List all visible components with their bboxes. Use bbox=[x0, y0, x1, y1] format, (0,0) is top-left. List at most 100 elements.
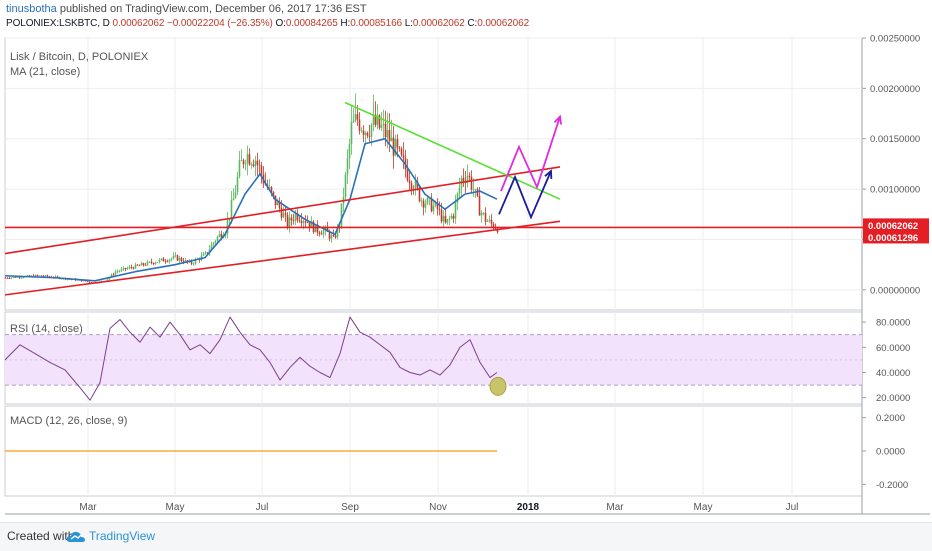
candlestick bbox=[12, 276, 15, 279]
candlestick bbox=[460, 175, 463, 197]
candle-body bbox=[468, 175, 471, 177]
candle-body bbox=[278, 201, 281, 208]
candlestick bbox=[208, 244, 211, 257]
candle-body bbox=[446, 219, 449, 223]
candlestick bbox=[340, 203, 343, 229]
candlestick bbox=[258, 159, 261, 175]
candle-body bbox=[272, 191, 275, 196]
candle-body bbox=[44, 275, 47, 277]
rsi-highlight-marker[interactable] bbox=[489, 376, 507, 396]
candle-body bbox=[170, 258, 173, 260]
candlestick bbox=[290, 214, 293, 226]
candle-body bbox=[424, 203, 427, 208]
chart-area[interactable]: Mar May Jul Sep Nov 2018 Mar May Jul 0.00250000 0.… bbox=[0, 0, 932, 520]
green-trendline[interactable] bbox=[344, 101, 561, 200]
candlestick bbox=[136, 264, 139, 266]
candle-body bbox=[194, 259, 197, 264]
candlestick bbox=[176, 254, 179, 261]
price-tick-label: 0.00200000 bbox=[870, 84, 920, 95]
candlestick bbox=[336, 223, 339, 240]
macd-tick-label: 0.2000 bbox=[876, 413, 905, 424]
candlestick bbox=[150, 258, 153, 265]
magenta-projection-path[interactable] bbox=[500, 116, 561, 192]
candle-body bbox=[150, 261, 153, 263]
candle-body bbox=[300, 221, 303, 224]
candlestick bbox=[154, 261, 157, 266]
candlestick bbox=[158, 258, 161, 264]
tradingview-link[interactable]: TradingView bbox=[89, 529, 156, 543]
candle-body bbox=[230, 200, 233, 219]
candlestick bbox=[256, 152, 259, 176]
candle-body bbox=[486, 221, 489, 222]
candle-body bbox=[384, 123, 387, 138]
open-value: 0.00084265 bbox=[285, 18, 338, 29]
last-price-tag-bg bbox=[863, 218, 929, 232]
candle-body bbox=[80, 279, 83, 282]
candlestick bbox=[346, 149, 349, 184]
change-value: −0.00022204 (−26.35%) bbox=[167, 18, 273, 29]
candle-body bbox=[118, 270, 121, 272]
rsi-chart-title: RSI (14, close) bbox=[10, 323, 83, 335]
candle-body bbox=[308, 222, 311, 228]
candle-body bbox=[276, 201, 279, 206]
candle-body bbox=[178, 258, 181, 261]
close-value: 0.00062062 bbox=[112, 18, 165, 29]
candle-body bbox=[366, 132, 369, 136]
candlestick bbox=[474, 188, 477, 198]
candlestick bbox=[452, 213, 455, 224]
candle-body bbox=[336, 226, 339, 238]
candle-body bbox=[12, 276, 15, 278]
macd-chart-title: MACD (12, 26, close, 9) bbox=[10, 415, 127, 427]
candle-body bbox=[454, 202, 457, 219]
candlestick bbox=[430, 193, 433, 213]
candle-body bbox=[438, 209, 441, 210]
blue-projection-path[interactable] bbox=[498, 170, 552, 220]
time-tick-label: Jul bbox=[786, 502, 799, 513]
candlestick bbox=[244, 159, 247, 171]
candle-body bbox=[306, 222, 309, 224]
candle-body bbox=[136, 264, 139, 266]
candle-body bbox=[88, 281, 91, 283]
candlestick bbox=[484, 207, 487, 226]
red-trendline[interactable] bbox=[4, 166, 561, 255]
candle-body bbox=[142, 263, 145, 265]
candle-body bbox=[354, 114, 357, 121]
candlestick bbox=[242, 158, 245, 169]
candlestick bbox=[366, 131, 369, 139]
candlestick bbox=[496, 227, 499, 234]
ohlc-line: POLONIEX:LSKBTC, D 0.00062062 −0.0002220… bbox=[6, 18, 529, 29]
candle-body bbox=[352, 120, 355, 123]
candlestick bbox=[424, 199, 427, 213]
candle-body bbox=[318, 232, 321, 234]
red-trendline[interactable] bbox=[4, 220, 561, 296]
footer-bar: Created with TradingView bbox=[0, 522, 932, 551]
close-label: C: bbox=[467, 18, 478, 29]
author-link[interactable]: tinusbotha bbox=[6, 3, 57, 15]
candle-body bbox=[14, 276, 17, 278]
price-chart-title: Lisk / Bitcoin, D, POLONIEX bbox=[10, 51, 149, 63]
candle-body bbox=[482, 212, 485, 214]
candle-body bbox=[330, 235, 333, 239]
rsi-tick-label: 20.0000 bbox=[876, 393, 910, 404]
candlestick bbox=[240, 149, 243, 162]
candle-body bbox=[130, 267, 133, 268]
candlestick bbox=[148, 261, 151, 263]
candle-body bbox=[38, 275, 41, 277]
candle-body bbox=[298, 220, 301, 222]
candlestick bbox=[402, 142, 405, 169]
candlestick bbox=[122, 266, 125, 271]
candlestick bbox=[292, 213, 295, 225]
candlestick bbox=[442, 210, 445, 229]
candlestick bbox=[298, 215, 301, 223]
close-value-2: 0.00062062 bbox=[477, 18, 530, 29]
candle-body bbox=[182, 261, 185, 263]
candle-body bbox=[16, 276, 19, 278]
candlestick bbox=[282, 206, 285, 219]
candle-body bbox=[280, 207, 283, 218]
candle-body bbox=[4, 277, 7, 279]
candlestick bbox=[174, 251, 177, 258]
candle-body bbox=[458, 187, 461, 194]
candle-body bbox=[190, 261, 193, 264]
candle-body bbox=[432, 205, 435, 212]
price-tick-label: 0.00150000 bbox=[870, 134, 920, 145]
